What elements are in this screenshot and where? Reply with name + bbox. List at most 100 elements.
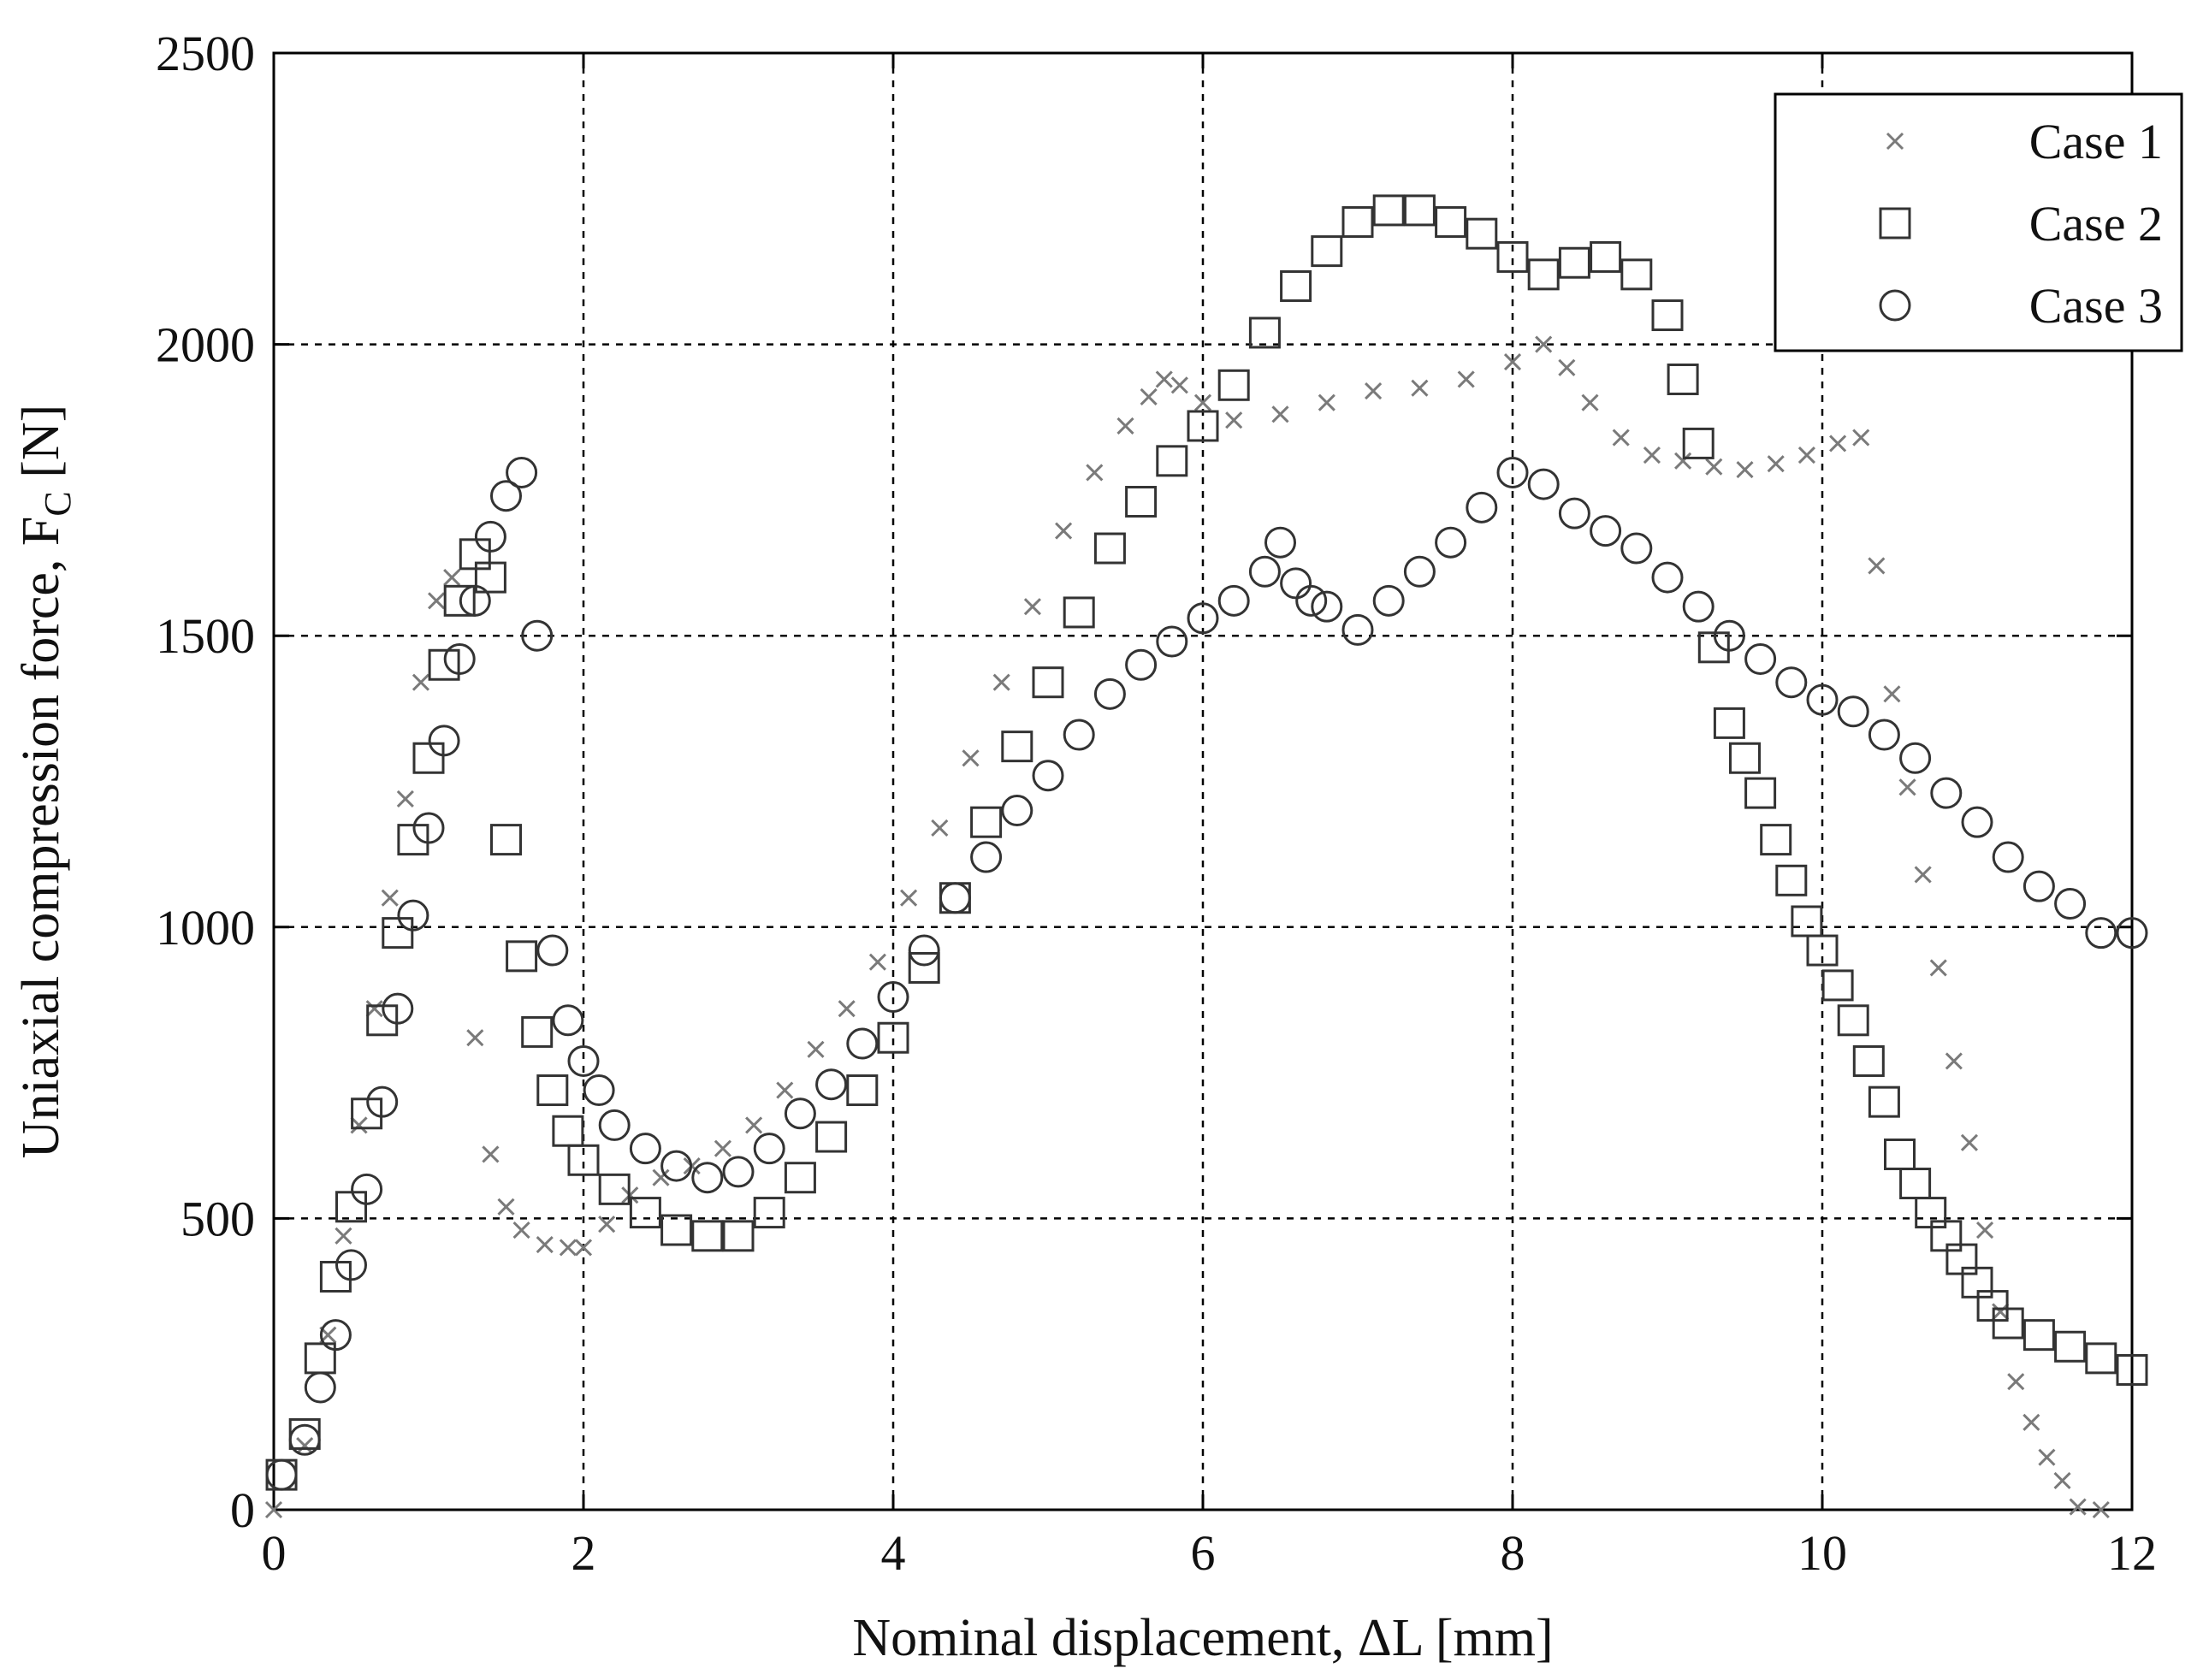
- series-3: [265, 456, 2148, 1491]
- data-point: [1248, 555, 1281, 588]
- data-point: [1527, 468, 1560, 500]
- marker-stroke: [1945, 1052, 1963, 1070]
- x-tick-label: 6: [1191, 1525, 1216, 1581]
- data-point: [598, 1109, 631, 1141]
- data-point: [1558, 246, 1590, 279]
- data-point: [1365, 382, 1383, 400]
- data-point: [1651, 299, 1684, 332]
- data-point: [288, 1423, 321, 1456]
- data-point: [1590, 515, 1622, 547]
- data-point: [908, 934, 940, 967]
- data-point: [365, 1000, 383, 1018]
- data-point: [1837, 695, 1869, 728]
- data-point: [1975, 1221, 1994, 1239]
- data-point: [1821, 969, 1854, 1002]
- data-point: [1466, 217, 1498, 250]
- data-point: [1341, 613, 1374, 646]
- marker-stroke: [1271, 405, 1289, 423]
- data-point: [2085, 1342, 2117, 1375]
- data-point: [784, 1097, 816, 1130]
- data-point: [1829, 435, 1847, 453]
- marker-stroke: [466, 1029, 484, 1047]
- marker-stroke: [2038, 1448, 2056, 1466]
- data-point: [1311, 590, 1343, 623]
- data-point: [2022, 1319, 2055, 1352]
- y-tick-label: 2000: [156, 317, 255, 373]
- data-point: [1929, 959, 1947, 977]
- marker-stroke: [559, 1239, 577, 1257]
- data-point: [1797, 446, 1815, 464]
- data-point: [1775, 666, 1808, 699]
- data-point: [536, 1074, 569, 1107]
- data-point: [691, 1220, 724, 1252]
- data-point: [1403, 555, 1436, 588]
- y-axis-title: Uniaxial compression force, FC [N]: [12, 405, 79, 1159]
- data-point: [2085, 917, 2117, 949]
- data-point: [776, 1081, 794, 1099]
- data-point: [1187, 410, 1219, 442]
- data-point: [1527, 258, 1560, 291]
- data-point: [1682, 427, 1714, 459]
- data-point: [2069, 1498, 2087, 1516]
- data-point: [807, 1040, 825, 1058]
- data-point: [1736, 460, 1754, 479]
- axis-ticks: 0 2 4 6 8 10 12 0 500 1000 1500 2000 2500: [156, 26, 2157, 1581]
- marker-stroke: [931, 819, 949, 837]
- data-point: [1372, 194, 1405, 227]
- data-point: [2038, 1448, 2056, 1466]
- data-point: [2053, 1471, 2071, 1490]
- data-point: [1960, 1133, 1979, 1151]
- marker-stroke: [536, 1235, 554, 1254]
- legend-marker: [1879, 207, 1911, 240]
- data-point: [1193, 393, 1212, 411]
- marker-stroke: [992, 673, 1010, 691]
- data-point: [1744, 777, 1777, 809]
- data-point: [660, 1214, 693, 1246]
- y-axis-title-main: Uniaxial compression force, F: [12, 517, 70, 1159]
- marker-stroke: [443, 569, 461, 587]
- data-point: [1063, 596, 1095, 629]
- legend-label: Case 1: [2029, 114, 2163, 169]
- data-point: [1140, 387, 1158, 405]
- data-point: [264, 1500, 283, 1519]
- y-tick-label: 2500: [156, 26, 255, 81]
- data-point: [1063, 719, 1095, 751]
- data-point: [1466, 491, 1498, 524]
- marker-stroke: [652, 1168, 670, 1186]
- data-point: [296, 1437, 314, 1455]
- data-point: [1217, 369, 1250, 401]
- data-point: [474, 520, 506, 553]
- data-point: [1170, 376, 1188, 394]
- data-point: [745, 1116, 763, 1134]
- y-tick-label: 500: [181, 1191, 255, 1246]
- data-point: [583, 1074, 615, 1107]
- marker-stroke: [1898, 778, 1916, 796]
- data-point: [931, 819, 949, 837]
- data-point: [1496, 456, 1529, 488]
- data-point: [598, 1173, 631, 1205]
- x-tick-label: 4: [881, 1525, 906, 1581]
- data-point: [381, 889, 399, 907]
- marker-stroke: [1975, 1221, 1994, 1239]
- marker-stroke: [2022, 1413, 2040, 1431]
- data-point: [992, 673, 1010, 691]
- data-point: [815, 1068, 848, 1101]
- data-point: [652, 1168, 670, 1186]
- data-point: [598, 1216, 616, 1233]
- marker-stroke: [714, 1139, 731, 1157]
- marker-stroke: [1914, 866, 1932, 884]
- data-point: [846, 1027, 879, 1060]
- marker-stroke: [1086, 464, 1104, 482]
- series-markers: [264, 194, 2148, 1519]
- legend-item: Case 3: [1879, 278, 2163, 334]
- data-point: [1612, 429, 1630, 447]
- data-point: [351, 1173, 383, 1205]
- data-point: [1590, 240, 1622, 273]
- data-point: [1868, 719, 1900, 751]
- data-point: [559, 1239, 577, 1257]
- marker-stroke: [1581, 393, 1599, 411]
- data-point: [512, 1221, 530, 1239]
- data-point: [1806, 934, 1839, 967]
- data-point: [1187, 602, 1219, 635]
- data-point: [1280, 269, 1312, 302]
